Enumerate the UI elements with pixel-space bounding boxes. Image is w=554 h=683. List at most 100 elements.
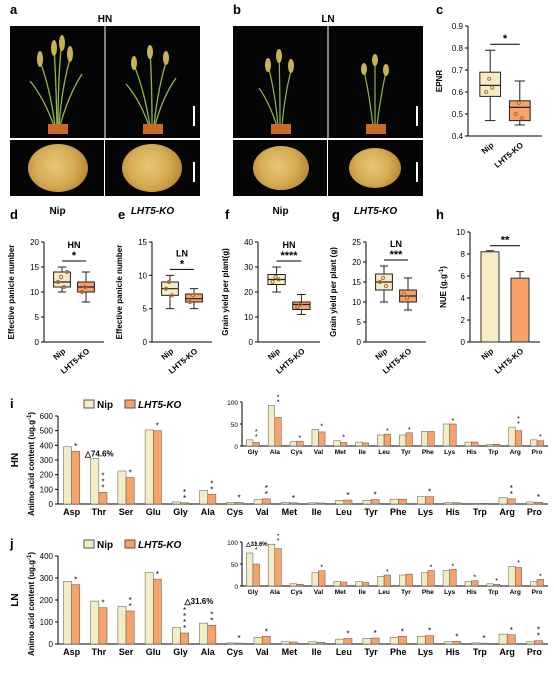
- bar-ko: [261, 498, 271, 505]
- panel-label-a: a: [10, 2, 18, 17]
- bar-ko: [98, 492, 108, 505]
- sig-marker: *: [292, 494, 295, 503]
- plant-icon: [361, 54, 389, 134]
- x-tick-label: Lys: [418, 507, 433, 517]
- y-axis-label-end: ): [439, 266, 448, 269]
- data-point: [190, 293, 196, 298]
- sig-marker: *: [101, 477, 104, 486]
- inset-bar-ko: [361, 442, 370, 447]
- bar-ko: [153, 578, 162, 645]
- legend-label-wt: Nip: [97, 400, 113, 411]
- sig-marker: *: [503, 33, 508, 45]
- inset-bar-wt: [530, 581, 538, 587]
- y-axis-label-sup: -1: [439, 268, 445, 274]
- inset-bar-ko: [405, 573, 413, 587]
- sig-marker: ***: [390, 249, 404, 261]
- y-axis-label: Animo acid content (ug.g-1): [27, 412, 36, 516]
- y-axis-label-end: ): [27, 552, 36, 555]
- sig-marker: *: [537, 626, 540, 635]
- y-tick-label: 4: [461, 294, 466, 303]
- x-tick-label: Nip: [160, 347, 176, 362]
- sig-marker: *: [72, 250, 77, 262]
- x-tick-label: Met: [282, 507, 298, 517]
- bar-ko: [479, 642, 489, 645]
- inset-x-tick-label: His: [466, 589, 477, 596]
- panel-label-h: h: [436, 207, 444, 222]
- y-tick-label: 5: [357, 318, 362, 327]
- x-tick-label: Pro: [527, 647, 543, 657]
- x-tick-label: Leu: [336, 647, 352, 657]
- bar-ko: [234, 642, 244, 645]
- inset-bar-wt: [508, 426, 516, 447]
- inset-x-tick-label: Lys: [444, 449, 455, 456]
- bar-wt: [90, 600, 100, 645]
- y-axis-label: Animo acid content (ug.g-1): [27, 552, 36, 656]
- inset-x-tick-label: Trp: [488, 449, 498, 456]
- y-tick-label: 0: [249, 338, 254, 347]
- bar-ko: [452, 502, 462, 505]
- bar-ko: [125, 610, 135, 645]
- inset-x-tick-label: Val: [314, 589, 324, 596]
- bar-ko: [316, 641, 326, 645]
- grain-pile-ko: [122, 144, 182, 192]
- inset-sig-marker: *: [517, 560, 520, 567]
- sig-marker: *: [346, 491, 349, 500]
- sig-marker: **: [501, 235, 510, 247]
- inset-bar-ko: [274, 417, 282, 447]
- bar-wt: [480, 251, 500, 343]
- inset-bar-wt: [246, 439, 254, 447]
- inset-y-tick-label: 100: [227, 400, 238, 407]
- y-tick-label: 0.9: [452, 22, 464, 31]
- bar-wt: [172, 627, 181, 645]
- data-point: [377, 279, 383, 285]
- inset-x-tick-label: Tyr: [401, 589, 411, 596]
- bar-wt: [308, 502, 317, 505]
- x-tick-label: Thr: [92, 647, 107, 657]
- inset-y-tick-label: 100: [227, 540, 238, 547]
- inset-sig-marker: *: [430, 565, 433, 572]
- photo-b-grains: [233, 140, 423, 196]
- bar-wt: [417, 636, 426, 645]
- sig-marker: ****: [280, 250, 298, 262]
- y-tick-label: 0: [143, 338, 148, 347]
- inset-bar-ko: [427, 431, 435, 447]
- sig-marker: *: [237, 493, 240, 502]
- inset-x-tick-label: Arg: [510, 589, 521, 596]
- x-tick-label: Cys: [227, 507, 244, 517]
- y-tick-label: 0.8: [452, 44, 464, 53]
- x-tick-label: Nip: [52, 347, 68, 362]
- x-tick-label: Leu: [336, 507, 352, 517]
- y-axis-label: Grain yield per plant(g): [221, 248, 230, 336]
- bar-wt: [117, 606, 127, 645]
- photo-a-label-ko: LHT5-KO: [130, 206, 175, 217]
- inset-bar-ko: [296, 440, 304, 447]
- bar-wt: [525, 501, 535, 505]
- box-wt: [479, 71, 502, 97]
- y-tick-label: 300: [40, 574, 54, 583]
- inset-bar-ko: [449, 569, 457, 587]
- inset-x-tick-label: Ala: [270, 589, 281, 596]
- photo-a-condition: HN: [97, 14, 113, 25]
- x-tick-label: Glu: [146, 507, 161, 517]
- x-tick-label: Phe: [390, 507, 407, 517]
- inset-x-tick-label: Phe: [422, 589, 434, 596]
- inset-x-tick-label: Leu: [378, 589, 390, 596]
- inset-bar-ko: [493, 583, 501, 587]
- data-point: [519, 116, 524, 121]
- inset-x-tick-label: Met: [335, 449, 347, 456]
- bar-wt: [226, 502, 236, 505]
- inset-sig-marker: *: [320, 565, 323, 572]
- inset-sig-marker: *: [255, 542, 258, 549]
- data-point: [187, 299, 193, 305]
- y-tick-label: 0.7: [452, 66, 464, 75]
- inset-bar-wt: [355, 441, 363, 447]
- bar-ko: [180, 502, 189, 505]
- data-point: [273, 274, 278, 280]
- sig-marker: *: [183, 612, 186, 621]
- grain-pile-ko: [349, 148, 401, 188]
- y-tick-label: 400: [40, 552, 54, 561]
- bar-wt: [335, 500, 345, 505]
- inset-bar-ko: [274, 548, 282, 587]
- sig-marker: *: [129, 469, 132, 478]
